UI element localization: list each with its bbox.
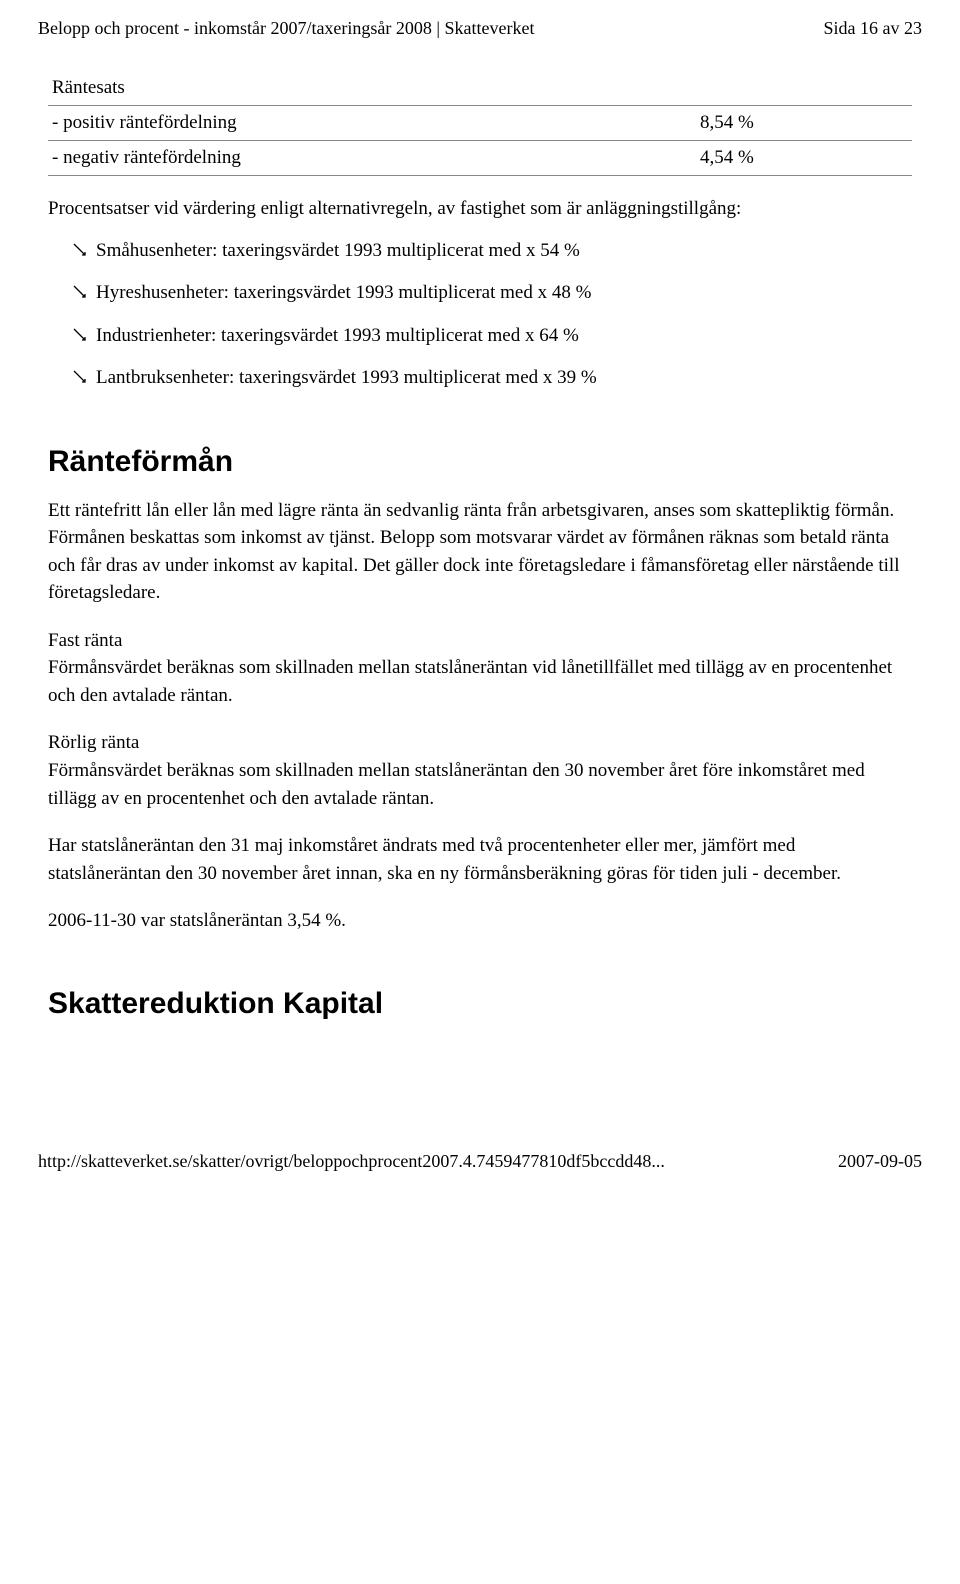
list-item: Lantbruksenheter: taxeringsvärdet 1993 m…	[72, 364, 912, 393]
list-item-text: Lantbruksenheter: taxeringsvärdet 1993 m…	[96, 367, 597, 388]
property-list: Småhusenheter: taxeringsvärdet 1993 mult…	[48, 237, 912, 393]
paragraph-rorlig-ranta: Rörlig ränta Förmånsvärdet beräknas som …	[48, 729, 912, 812]
section-title-skattereduktion: Skattereduktion Kapital	[48, 987, 912, 1021]
paragraph: 2006-11-30 var statslåneräntan 3,54 %.	[48, 907, 912, 935]
pencil-check-icon	[72, 281, 88, 297]
intro-paragraph: Procentsatser vid värdering enligt alter…	[48, 196, 912, 223]
row-value: 4,54 %	[696, 141, 912, 176]
list-item-text: Hyreshusenheter: taxeringsvärdet 1993 mu…	[96, 282, 591, 303]
pencil-check-icon	[72, 239, 88, 255]
footer-url: http://skatteverket.se/skatter/ovrigt/be…	[38, 1151, 665, 1172]
paragraph-text: Förmånsvärdet beräknas som skillnaden me…	[48, 657, 892, 706]
page-footer: http://skatteverket.se/skatter/ovrigt/be…	[0, 1139, 960, 1192]
list-item: Hyreshusenheter: taxeringsvärdet 1993 mu…	[72, 279, 912, 308]
paragraph: Har statslåneräntan den 31 maj inkomstår…	[48, 832, 912, 887]
table-header-row: Räntesats	[48, 71, 912, 106]
rantesats-table: Räntesats - positiv räntefördelning 8,54…	[48, 71, 912, 176]
footer-date: 2007-09-05	[838, 1151, 922, 1172]
row-label: - negativ räntefördelning	[48, 141, 696, 176]
paragraph-label: Fast ränta	[48, 630, 122, 651]
pencil-check-icon	[72, 366, 88, 382]
row-label: - positiv räntefördelning	[48, 106, 696, 141]
table-caption: Räntesats	[48, 71, 912, 106]
row-value: 8,54 %	[696, 106, 912, 141]
content-area: Räntesats - positiv räntefördelning 8,54…	[0, 71, 960, 1079]
list-item: Industrienheter: taxeringsvärdet 1993 mu…	[72, 322, 912, 351]
paragraph-text: Förmånsvärdet beräknas som skillnaden me…	[48, 760, 865, 809]
header-page-number: Sida 16 av 23	[824, 18, 923, 39]
paragraph-label: Rörlig ränta	[48, 732, 139, 753]
section-title-ranteforman: Ränteförmån	[48, 445, 912, 479]
list-item-text: Industrienheter: taxeringsvärdet 1993 mu…	[96, 325, 579, 346]
pencil-check-icon	[72, 324, 88, 340]
header-title: Belopp och procent - inkomstår 2007/taxe…	[38, 18, 534, 39]
table-row: - negativ räntefördelning 4,54 %	[48, 141, 912, 176]
paragraph-fast-ranta: Fast ränta Förmånsvärdet beräknas som sk…	[48, 627, 912, 710]
table-row: - positiv räntefördelning 8,54 %	[48, 106, 912, 141]
list-item-text: Småhusenheter: taxeringsvärdet 1993 mult…	[96, 240, 580, 261]
list-item: Småhusenheter: taxeringsvärdet 1993 mult…	[72, 237, 912, 266]
paragraph: Ett räntefritt lån eller lån med lägre r…	[48, 497, 912, 607]
page-header: Belopp och procent - inkomstår 2007/taxe…	[0, 0, 960, 49]
